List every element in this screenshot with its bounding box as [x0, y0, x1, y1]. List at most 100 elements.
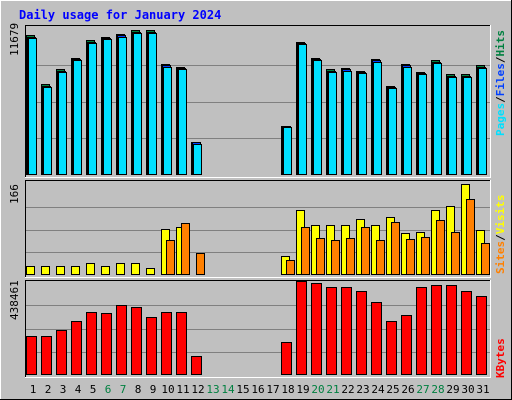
- kbytes-bar-25: [386, 321, 397, 375]
- x-tick-label-12: 12: [191, 383, 204, 396]
- sites-bar-30: [466, 199, 475, 275]
- pages-bar-24: [373, 62, 382, 175]
- x-tick-label-15: 15: [236, 383, 249, 396]
- sites-bar-11: [181, 223, 190, 275]
- kbytes-bar-22: [341, 287, 352, 375]
- sites-bar-10: [166, 240, 175, 275]
- pages-bar-21: [328, 72, 337, 175]
- legend-files: Files: [494, 63, 507, 96]
- pages-bar-29: [448, 77, 457, 175]
- legend-hits: Hits: [494, 30, 507, 57]
- x-tick-label-7: 7: [120, 383, 127, 396]
- legend-sep-2: /: [494, 56, 507, 63]
- visits-bar-8: [131, 263, 140, 275]
- pages-bar-4: [73, 60, 82, 175]
- pages-bar-28: [433, 63, 442, 175]
- legend-pages: Pages: [494, 103, 507, 136]
- pages-bar-18: [283, 127, 292, 175]
- kbytes-bar-28: [431, 285, 442, 375]
- kbytes-bar-20: [311, 283, 322, 375]
- x-tick-label-31: 31: [476, 383, 489, 396]
- x-tick-label-6: 6: [105, 383, 112, 396]
- legend-mid: Sites/Visits: [494, 195, 507, 275]
- pages-bar-6: [103, 39, 112, 175]
- sites-bar-22: [346, 238, 355, 275]
- legend-kbytes: KBytes: [494, 338, 507, 378]
- visits-bar-1: [26, 266, 35, 275]
- visits-bar-4: [71, 266, 80, 275]
- x-tick-label-27: 27: [416, 383, 429, 396]
- x-tick-label-17: 17: [266, 383, 279, 396]
- x-tick-label-10: 10: [161, 383, 174, 396]
- pages-bar-25: [388, 88, 397, 175]
- pages-bar-20: [313, 60, 322, 175]
- legend-visits: Visits: [494, 195, 507, 235]
- sites-bar-26: [406, 239, 415, 275]
- kbytes-bar-8: [131, 307, 142, 375]
- kbytes-bar-4: [71, 321, 82, 375]
- pages-bar-27: [418, 74, 427, 175]
- x-tick-label-30: 30: [461, 383, 474, 396]
- kbytes-bar-27: [416, 287, 427, 375]
- sites-bar-23: [361, 227, 370, 275]
- pages-bar-23: [358, 73, 367, 175]
- visits-bar-9: [146, 268, 155, 275]
- pages-bar-3: [58, 72, 67, 175]
- kbytes-bar-10: [161, 312, 172, 375]
- x-axis-day-labels: 1 2 3 4 5 6 7 8 9 10 11 12 13 14 15 16 17 18 19 20 21 22 23 24 2…: [30, 383, 490, 396]
- kbytes-bar-26: [401, 315, 412, 375]
- pages-bar-9: [148, 33, 157, 175]
- visits-bar-3: [56, 266, 65, 275]
- sites-bar-20: [316, 238, 325, 275]
- x-tick-label-23: 23: [356, 383, 369, 396]
- pages-bar-2: [43, 87, 52, 175]
- legend-sep-3: /: [494, 234, 507, 241]
- x-tick-label-11: 11: [176, 383, 189, 396]
- x-tick-label-22: 22: [341, 383, 354, 396]
- x-tick-label-21: 21: [326, 383, 339, 396]
- pages-bar-31: [478, 68, 487, 175]
- kbytes-bar-21: [326, 287, 337, 375]
- kbytes-bar-18: [281, 342, 292, 375]
- visits-bar-7: [116, 263, 125, 275]
- pages-bar-7: [118, 37, 127, 175]
- kbytes-bar-7: [116, 305, 127, 375]
- x-tick-label-19: 19: [296, 383, 309, 396]
- kbytes-bar-31: [476, 296, 487, 375]
- panel-visits-sites: [25, 180, 491, 278]
- kbytes-bar-19: [296, 281, 307, 375]
- legend-sep-1: /: [494, 96, 507, 103]
- panel-kbytes: [25, 280, 491, 378]
- x-tick-label-9: 9: [150, 383, 157, 396]
- visits-bar-6: [101, 266, 110, 275]
- y-max-label-hits: 11679: [8, 23, 21, 56]
- pages-bar-26: [403, 67, 412, 175]
- pages-bar-11: [178, 69, 187, 175]
- chart-title: Daily usage for January 2024: [19, 8, 221, 22]
- panel-hits-files-pages: [25, 25, 491, 178]
- sites-bar-25: [391, 222, 400, 275]
- pages-bar-10: [163, 67, 172, 175]
- x-tick-label-1: 1: [30, 383, 37, 396]
- visits-bar-5: [86, 263, 95, 275]
- x-tick-label-25: 25: [386, 383, 399, 396]
- x-tick-label-29: 29: [446, 383, 459, 396]
- pages-bar-19: [298, 44, 307, 175]
- legend-sites: Sites: [494, 241, 507, 274]
- kbytes-bar-2: [41, 336, 52, 375]
- x-tick-label-20: 20: [311, 383, 324, 396]
- kbytes-bar-5: [86, 312, 97, 375]
- x-tick-label-18: 18: [281, 383, 294, 396]
- pages-bar-8: [133, 33, 142, 175]
- pages-bar-12: [193, 144, 202, 175]
- sites-bar-29: [451, 232, 460, 275]
- x-tick-label-26: 26: [401, 383, 414, 396]
- y-max-label-kbytes: 438461: [8, 280, 21, 320]
- kbytes-bar-29: [446, 285, 457, 375]
- x-tick-label-28: 28: [431, 383, 444, 396]
- x-tick-label-8: 8: [135, 383, 142, 396]
- x-tick-label-24: 24: [371, 383, 385, 396]
- x-tick-label-13: 13: [206, 383, 219, 396]
- pages-bar-1: [28, 38, 37, 175]
